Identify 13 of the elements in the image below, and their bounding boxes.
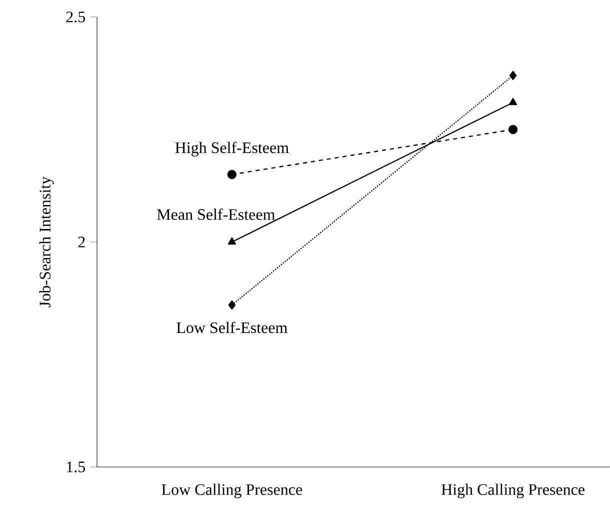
point (508, 124, 518, 134)
point (228, 300, 236, 310)
point (227, 170, 237, 180)
x-tick-label: Low Calling Presence (162, 484, 302, 498)
x-tick-label: High Calling Presence (442, 484, 584, 498)
y-tick-label: 2.5 (66, 12, 86, 22)
series-label: High Self-Esteem (175, 142, 289, 156)
series-label: Low Self-Esteem (176, 322, 288, 334)
y-tick-label: 2 (78, 236, 85, 248)
series-label: Mean Self-Esteem (157, 208, 275, 220)
point (509, 70, 517, 80)
y-axis-title: Job-Search Intensity (39, 176, 54, 308)
y-tick-label: 1.5 (67, 462, 86, 472)
